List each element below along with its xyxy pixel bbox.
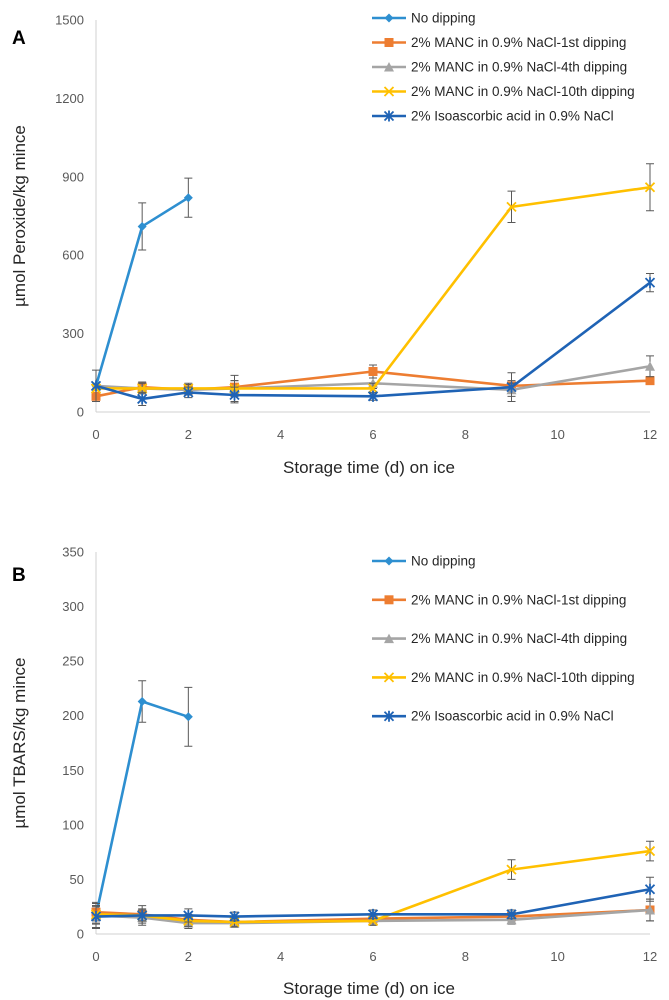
legend-label: 2% MANC in 0.9% NaCl-4th dipping (411, 60, 627, 75)
legend: No dipping 2% MANC in 0.9% NaCl-1st dippi… (372, 11, 635, 124)
legend-label: 2% MANC in 0.9% NaCl-4th dipping (411, 631, 627, 646)
series-1 (92, 681, 193, 929)
data-point (646, 376, 655, 385)
legend-item: 2% Isoascorbic acid in 0.9% NaCl (372, 709, 614, 724)
legend-item: 2% MANC in 0.9% NaCl-1st dipping (372, 592, 626, 607)
legend-label: No dipping (411, 554, 476, 569)
legend-item: 2% MANC in 0.9% NaCl-4th dipping (372, 631, 627, 646)
legend-item: 2% MANC in 0.9% NaCl-1st dipping (372, 35, 626, 50)
x-tick-label: 12 (643, 949, 657, 964)
legend-swatch-marker (385, 557, 394, 566)
y-tick-label: 300 (62, 326, 84, 341)
x-tick-label: 10 (550, 427, 564, 442)
data-point (138, 697, 147, 706)
x-tick-label: 8 (462, 427, 469, 442)
legend-item: 2% MANC in 0.9% NaCl-10th dipping (372, 670, 635, 685)
y-tick-label: 150 (62, 763, 84, 778)
y-tick-label: 50 (70, 872, 84, 887)
chart-panel-a: A 0 300 600 900 1200 1500 0 2 4 6 8 10 12 Storage time… (10, 11, 657, 478)
series-line (96, 187, 650, 388)
legend-label: 2% MANC in 0.9% NaCl-10th dipping (411, 670, 635, 685)
panel-letter: B (12, 565, 26, 586)
legend-item: No dipping (372, 554, 476, 569)
x-tick-label: 4 (277, 949, 284, 964)
x-tick-label: 6 (369, 949, 376, 964)
legend-label: 2% MANC in 0.9% NaCl-10th dipping (411, 84, 635, 99)
legend-label: 2% Isoascorbic acid in 0.9% NaCl (411, 709, 614, 724)
y-axis-title: µmol TBARS/kg mince (10, 657, 29, 828)
legend-label: 2% MANC in 0.9% NaCl-1st dipping (411, 592, 626, 607)
legend-item: 2% MANC in 0.9% NaCl-10th dipping (372, 84, 635, 99)
data-point (369, 367, 378, 376)
y-tick-label: 300 (62, 599, 84, 614)
y-tick-label: 900 (62, 169, 84, 184)
x-axis-title: Storage time (d) on ice (283, 979, 455, 998)
y-tick-label: 0 (77, 405, 84, 420)
y-tick-label: 200 (62, 708, 84, 723)
y-axis-title: µmol Peroxide/kg mince (10, 125, 29, 307)
legend-item: No dipping (372, 11, 476, 26)
legend-label: 2% Isoascorbic acid in 0.9% NaCl (411, 109, 614, 124)
y-tick-label: 0 (77, 927, 84, 942)
series-1 (92, 178, 193, 390)
panel-letter: A (12, 28, 26, 49)
y-tick-label: 1200 (55, 91, 84, 106)
data-point (646, 277, 655, 288)
legend-item: 2% Isoascorbic acid in 0.9% NaCl (372, 109, 614, 124)
y-tick-label: 100 (62, 817, 84, 832)
legend-swatch-marker (385, 14, 394, 23)
y-tick-label: 600 (62, 248, 84, 263)
legend-label: No dipping (411, 11, 476, 26)
x-tick-label: 12 (643, 427, 657, 442)
x-tick-label: 0 (92, 427, 99, 442)
chart-panel-b: B 0 50 100 150 200 250 300 350 0 2 4 6 8 10 12 Storage t… (10, 545, 657, 999)
x-tick-label: 6 (369, 427, 376, 442)
legend-label: 2% MANC in 0.9% NaCl-1st dipping (411, 35, 626, 50)
legend-swatch-marker (385, 595, 394, 604)
y-tick-label: 350 (62, 545, 84, 560)
x-tick-label: 2 (185, 949, 192, 964)
y-tick-label: 250 (62, 654, 84, 669)
x-axis-title: Storage time (d) on ice (283, 458, 455, 477)
legend-item: 2% MANC in 0.9% NaCl-4th dipping (372, 60, 627, 75)
legend: No dipping 2% MANC in 0.9% NaCl-1st dippi… (372, 554, 635, 724)
x-tick-label: 10 (550, 949, 564, 964)
data-point (184, 712, 193, 721)
legend-swatch-marker (385, 38, 394, 47)
y-tick-label: 1500 (55, 13, 84, 28)
series-line (96, 702, 188, 916)
x-tick-label: 8 (462, 949, 469, 964)
x-tick-label: 4 (277, 427, 284, 442)
x-tick-label: 2 (185, 427, 192, 442)
x-tick-label: 0 (92, 949, 99, 964)
